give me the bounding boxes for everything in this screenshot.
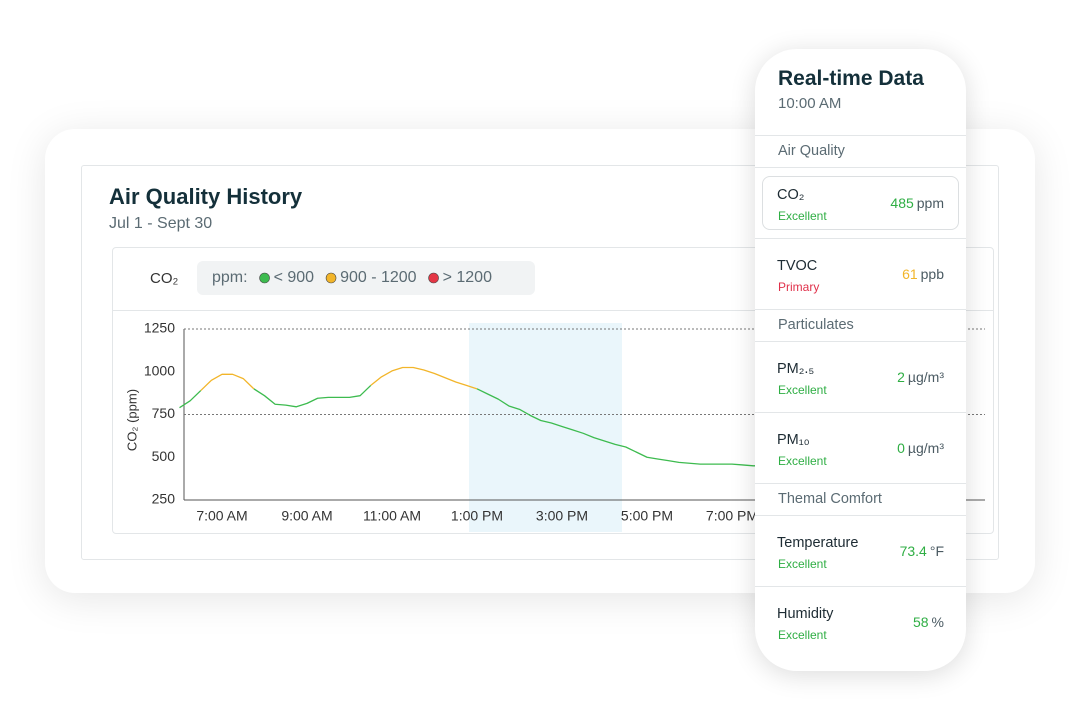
metric-name: TVOC — [777, 258, 818, 274]
data-line — [179, 390, 202, 409]
selection-highlight[interactable] — [469, 323, 622, 532]
data-line — [476, 388, 764, 467]
y-tick-label: 1000 — [144, 362, 175, 378]
realtime-panel: Real-time Data 10:00 AM Air Quality CO₂ Ex… — [755, 49, 966, 671]
chart-box — [112, 247, 994, 534]
legend-label: > 1200 — [443, 269, 492, 286]
value-number: 61 — [902, 266, 918, 282]
value-unit: % — [931, 614, 944, 630]
metric-value: 0 µg/m³ — [897, 440, 947, 456]
y-axis-label: CO₂ (ppm) — [124, 389, 139, 451]
history-subtitle: Jul 1 - Sept 30 — [109, 215, 213, 232]
metric-status: Excellent — [778, 209, 827, 223]
metric-value: 58% — [913, 614, 947, 630]
metric-status: Excellent — [778, 454, 827, 468]
metric-status: Primary — [778, 280, 820, 294]
metric-value: 2 µg/m³ — [897, 369, 947, 385]
chart-header — [113, 248, 993, 311]
metric-row[interactable]: CO₂ Excellent 485 ppm — [755, 168, 966, 239]
metric-name: CO₂ — [777, 187, 805, 203]
x-tick-label: 7:00 AM — [196, 508, 247, 524]
metric-value: 485 ppm — [890, 195, 947, 211]
metric-value: 73.4 °F — [900, 543, 947, 559]
x-tick-label: 5:00 PM — [621, 508, 673, 524]
history-panel: Air Quality History Jul 1 - Sept 30 — [81, 165, 999, 560]
metric-status: Excellent — [778, 383, 827, 397]
metric-row[interactable]: Temperature Excellent 73.4 °F — [755, 516, 966, 587]
value-number: 2 — [897, 369, 905, 385]
legend-label: 900 - 1200 — [340, 269, 417, 286]
value-number: 58 — [912, 614, 929, 630]
legend-unit: ppm: — [212, 269, 248, 286]
metric-label: CO₂ — [150, 270, 179, 287]
value-number: 0 — [897, 440, 905, 456]
section-heading: Particulates — [755, 310, 966, 342]
x-tick-label: 1:00 PM — [451, 508, 503, 524]
value-number: 485 — [890, 195, 914, 211]
section-heading: Air Quality — [755, 136, 966, 168]
data-line — [253, 384, 372, 408]
value-unit: µg/m³ — [907, 369, 944, 385]
x-tick-label: 9:00 AM — [281, 508, 332, 524]
metric-name: Temperature — [777, 535, 859, 551]
value-unit: °F — [929, 543, 944, 559]
metric-name: PM₁₀ — [777, 432, 810, 448]
value-unit: µg/m³ — [907, 440, 944, 456]
history-title: Air Quality History — [109, 184, 303, 209]
metric-row[interactable]: Humidity Excellent 58% — [755, 587, 966, 657]
metric-value: 61 ppb — [902, 266, 947, 282]
value-unit: ppm — [916, 195, 944, 211]
legend-swatch — [428, 272, 439, 284]
data-line — [370, 366, 478, 390]
y-tick-label: 500 — [152, 448, 176, 464]
legend-swatch — [259, 272, 270, 284]
metric-row[interactable]: TVOC Primary 61 ppb — [755, 239, 966, 310]
x-tick-label: 11:00 AM — [363, 508, 421, 524]
y-tick-label: 250 — [152, 491, 176, 507]
selected-outline — [762, 176, 959, 230]
realtime-title: Real-time Data — [778, 67, 924, 90]
metric-name: PM₂.₅ — [777, 361, 815, 377]
metric-row[interactable]: PM₁₀ Excellent 0 µg/m³ — [755, 413, 966, 484]
legend-swatch — [325, 272, 337, 284]
realtime-list: Air Quality CO₂ Excellent 485 ppm TVOC Primary… — [755, 135, 966, 657]
metric-row[interactable]: PM₂.₅ Excellent 2 µg/m³ — [755, 342, 966, 413]
metric-name: Humidity — [777, 606, 834, 622]
metric-status: Excellent — [778, 557, 827, 571]
y-tick-label: 750 — [152, 405, 176, 421]
data-line — [200, 373, 255, 392]
y-tick-label: 1250 — [144, 320, 175, 336]
x-tick-label: 3:00 PM — [536, 508, 588, 524]
legend-label: < 900 — [274, 269, 315, 286]
x-tick-label: 7:00 PM — [706, 508, 758, 524]
value-number: 73.4 — [899, 543, 927, 559]
realtime-time: 10:00 AM — [778, 95, 842, 112]
value-unit: ppb — [920, 266, 944, 282]
metric-status: Excellent — [778, 628, 827, 642]
section-heading: Themal Comfort — [755, 484, 966, 516]
legend-pill — [197, 261, 535, 295]
